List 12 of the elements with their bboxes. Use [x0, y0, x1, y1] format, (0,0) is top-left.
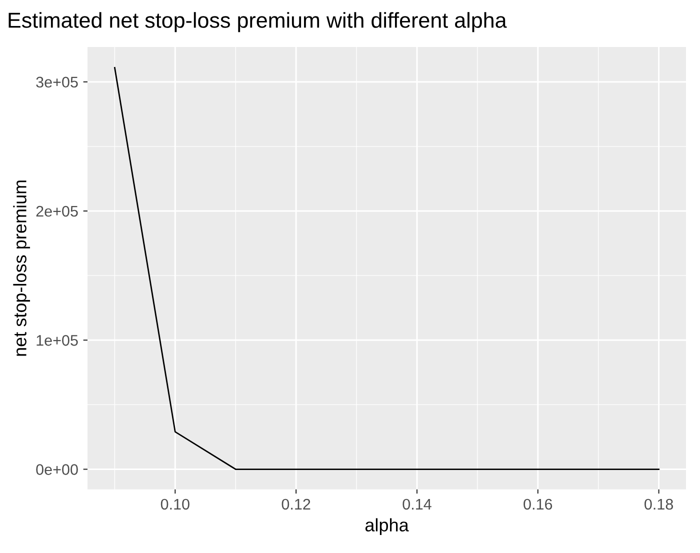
y-axis-title: net stop-loss premium: [13, 180, 30, 356]
x-tick-label: 0.18: [644, 498, 673, 510]
y-tick-label: 3e+05: [36, 76, 78, 88]
y-tick-label: 1e+05: [36, 335, 78, 346]
chart-title: Estimated net stop-loss premium with different alpha: [8, 12, 507, 32]
y-tick-label: 2e+05: [36, 206, 78, 217]
x-tick-label: 0.10: [160, 498, 190, 510]
x-tick-label: 0.12: [282, 498, 310, 510]
x-tick-label: 0.16: [524, 498, 552, 510]
y-tick-label: 0e+00: [36, 464, 78, 475]
x-axis-title: alpha: [365, 518, 409, 536]
x-tick-label: 0.14: [402, 498, 432, 510]
